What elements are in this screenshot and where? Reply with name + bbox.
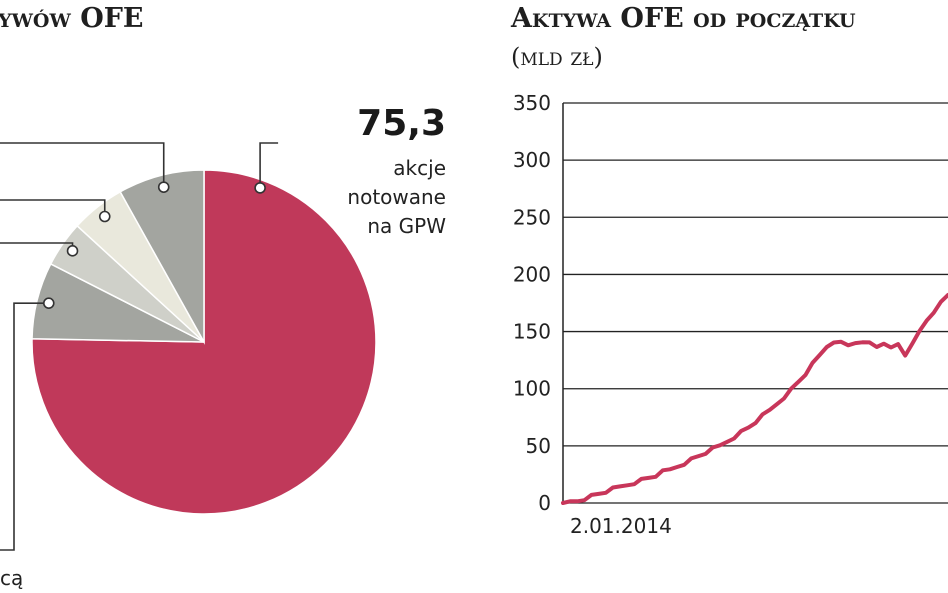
y-tick-label-0: 0 <box>538 491 551 515</box>
pie-chart: 75,3 akcje notowane na GPW cą <box>0 103 446 590</box>
y-tick-label-300: 300 <box>513 148 551 172</box>
pie-chart-title: ywów OFE <box>0 3 144 34</box>
pie-slice-label-0-line-2: na GPW <box>367 214 446 238</box>
pie-slice-label-0-line-1: notowane <box>347 185 446 209</box>
leader-marker-4 <box>157 181 170 193</box>
y-tick-label-100: 100 <box>513 377 551 401</box>
series-line-0 <box>561 293 948 505</box>
y-tick-label-350: 350 <box>513 91 551 115</box>
leader-marker-2 <box>66 245 79 257</box>
leader-line-1 <box>0 302 49 551</box>
line-chart: 0 50 100 150 200 250 300 350 2.01.2014 <box>513 91 948 538</box>
x-start-label: 2.01.2014 <box>570 514 672 538</box>
leader-line-4 <box>0 142 165 188</box>
pie-slice-label-1-line-0: cą <box>0 566 23 590</box>
line-chart-title: Aktywa OFE od początku <box>511 3 856 34</box>
y-tick-label-250: 250 <box>513 205 551 229</box>
pie-slice-label-0-line-0: akcje <box>393 156 446 180</box>
line-chart-subtitle: (mld zł) <box>511 43 603 71</box>
leader-marker-3 <box>98 210 111 223</box>
pie-slice-4 <box>119 169 205 345</box>
y-tick-label-50: 50 <box>526 434 551 458</box>
leader-line-0 <box>259 142 279 188</box>
pie-value-label-0: 75,3 <box>357 103 446 144</box>
leader-marker-0 <box>254 182 266 194</box>
leader-marker-1 <box>42 297 55 309</box>
y-tick-label-200: 200 <box>513 262 551 286</box>
y-tick-label-150: 150 <box>513 320 551 344</box>
